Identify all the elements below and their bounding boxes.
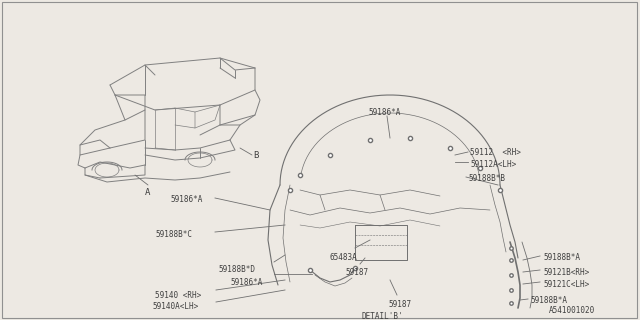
Text: 59188B*B: 59188B*B: [468, 174, 505, 183]
Text: 59112  <RH>: 59112 <RH>: [470, 148, 521, 157]
Text: 59187: 59187: [345, 268, 368, 277]
Text: 59187: 59187: [388, 300, 411, 309]
Text: 59188B*D: 59188B*D: [218, 265, 255, 274]
Text: 59140 <RH>: 59140 <RH>: [155, 291, 201, 300]
Text: B: B: [253, 150, 259, 159]
Text: 59140A<LH>: 59140A<LH>: [152, 302, 198, 311]
Text: DETAIL'B': DETAIL'B': [362, 312, 404, 320]
Text: 65483A: 65483A: [330, 253, 358, 262]
Text: 59112A<LH>: 59112A<LH>: [470, 160, 516, 169]
Text: 59121B<RH>: 59121B<RH>: [543, 268, 589, 277]
Text: 59188B*A: 59188B*A: [530, 296, 567, 305]
Text: 59188B*C: 59188B*C: [155, 230, 192, 239]
Text: A: A: [145, 188, 150, 197]
Text: 59186*A: 59186*A: [368, 108, 401, 117]
Text: 59121C<LH>: 59121C<LH>: [543, 280, 589, 289]
Text: 59186*A: 59186*A: [230, 278, 262, 287]
Text: 59186*A: 59186*A: [170, 195, 202, 204]
Text: 59188B*A: 59188B*A: [543, 253, 580, 262]
Text: A541001020: A541001020: [548, 306, 595, 315]
